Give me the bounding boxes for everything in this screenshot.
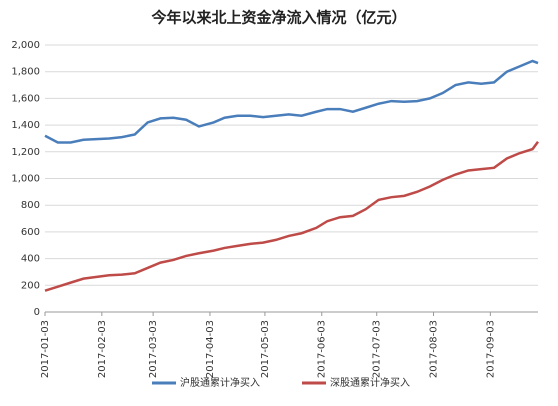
y-tick-label: 1,600 bbox=[11, 93, 40, 104]
chart-title: 今年以来北上资金净流入情况（亿元） bbox=[150, 9, 406, 27]
x-tick-label: 2017-07-03 bbox=[372, 320, 383, 378]
x-tick-label: 2017-08-03 bbox=[429, 320, 440, 378]
y-tick-label: 400 bbox=[21, 254, 40, 265]
y-tick-label: 200 bbox=[21, 280, 40, 291]
y-tick-label: 1,200 bbox=[11, 147, 40, 158]
y-tick-label: 1,800 bbox=[11, 67, 40, 78]
y-tick-label: 800 bbox=[21, 200, 40, 211]
line-series bbox=[44, 59, 539, 144]
legend-label: 深股通累计净买入 bbox=[330, 376, 410, 389]
legend-label: 沪股通累计净买入 bbox=[180, 376, 260, 389]
y-tick-label: 1,000 bbox=[11, 174, 40, 185]
x-tick-label: 2017-09-03 bbox=[485, 320, 496, 378]
x-tick-label: 2017-04-03 bbox=[205, 320, 216, 378]
y-tick-label: 0 bbox=[34, 307, 40, 318]
y-tick-label: 2,000 bbox=[11, 40, 40, 51]
x-tick-label: 2017-06-03 bbox=[317, 320, 328, 378]
y-tick-label: 1,400 bbox=[11, 120, 40, 131]
line-series bbox=[44, 141, 540, 292]
y-tick-label: 600 bbox=[21, 227, 40, 238]
x-tick-label: 2017-05-03 bbox=[260, 320, 271, 378]
x-tick-label: 2017-02-03 bbox=[97, 320, 108, 378]
x-tick-label: 2017-03-03 bbox=[148, 320, 159, 378]
x-tick-label: 2017-01-03 bbox=[40, 320, 51, 378]
